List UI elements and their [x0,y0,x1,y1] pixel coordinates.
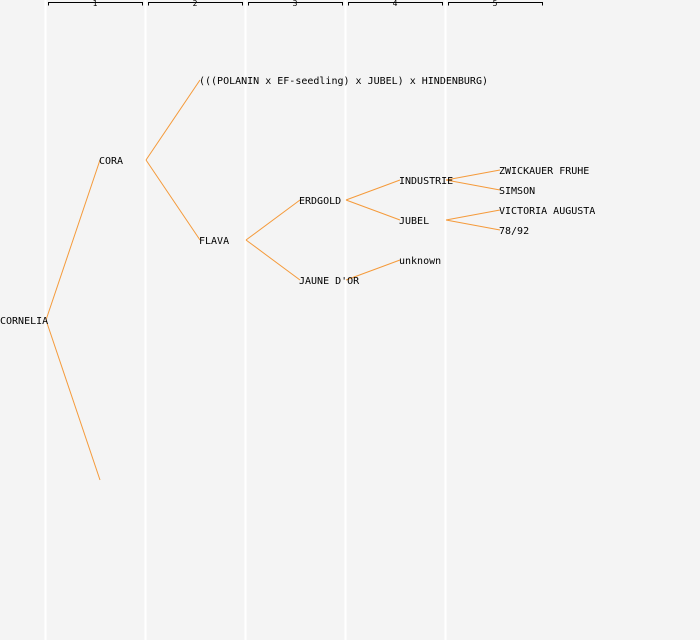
connector-cora-flava [145,159,201,241]
node-industrie: INDUSTRIE [399,176,454,187]
connector-flava-erdgold [245,199,301,241]
generation-bracket-5 [448,2,543,6]
node-78-92: 78/92 [499,226,530,237]
generation-bracket-1 [48,2,143,6]
generation-brackets [48,2,543,6]
generation-label-5: 5 [492,0,498,8]
connector-root-unknown-parent [45,319,101,481]
column-dividers [44,0,447,640]
generation-label-1: 1 [92,0,98,8]
node-jubel: JUBEL [399,216,430,227]
connector-jubel-7892 [445,219,501,231]
generation-bracket-2 [148,2,243,6]
node-unknown: unknown [399,256,442,267]
connector-erdgold-jubel [345,199,401,221]
node-victoria-augusta: VICTORIA AUGUSTA [499,206,596,217]
connector-root-cora [45,159,101,321]
connector-cora-g2a [145,79,201,161]
generation-label-4: 4 [392,0,398,8]
connector-lines [45,79,501,481]
node-flava: FLAVA [199,236,230,247]
node-zwickauer-fruhe: ZWICKAUER FRUHE [499,166,590,177]
generation-bracket-4 [348,2,443,6]
node-polanin-cross: (((POLANIN x EF-seedling) x JUBEL) x HIN… [199,76,488,87]
generation-label-2: 2 [192,0,198,8]
connector-jaune-unknown [345,259,401,281]
node-cora: CORA [99,156,124,167]
connector-industrie-zwickauer [445,169,501,181]
connector-erdgold-industrie [345,179,401,201]
node-jaune-dor: JAUNE D'OR [299,276,360,287]
generation-label-3: 3 [292,0,298,8]
node-cornelia: CORNELIA [0,316,49,327]
connector-flava-jaune [245,239,301,281]
generation-bracket-3 [248,2,343,6]
node-erdgold: ERDGOLD [299,196,342,207]
node-simson: SIMSON [499,186,536,197]
connector-jubel-victoria [445,209,501,221]
connector-industrie-simson [445,179,501,191]
